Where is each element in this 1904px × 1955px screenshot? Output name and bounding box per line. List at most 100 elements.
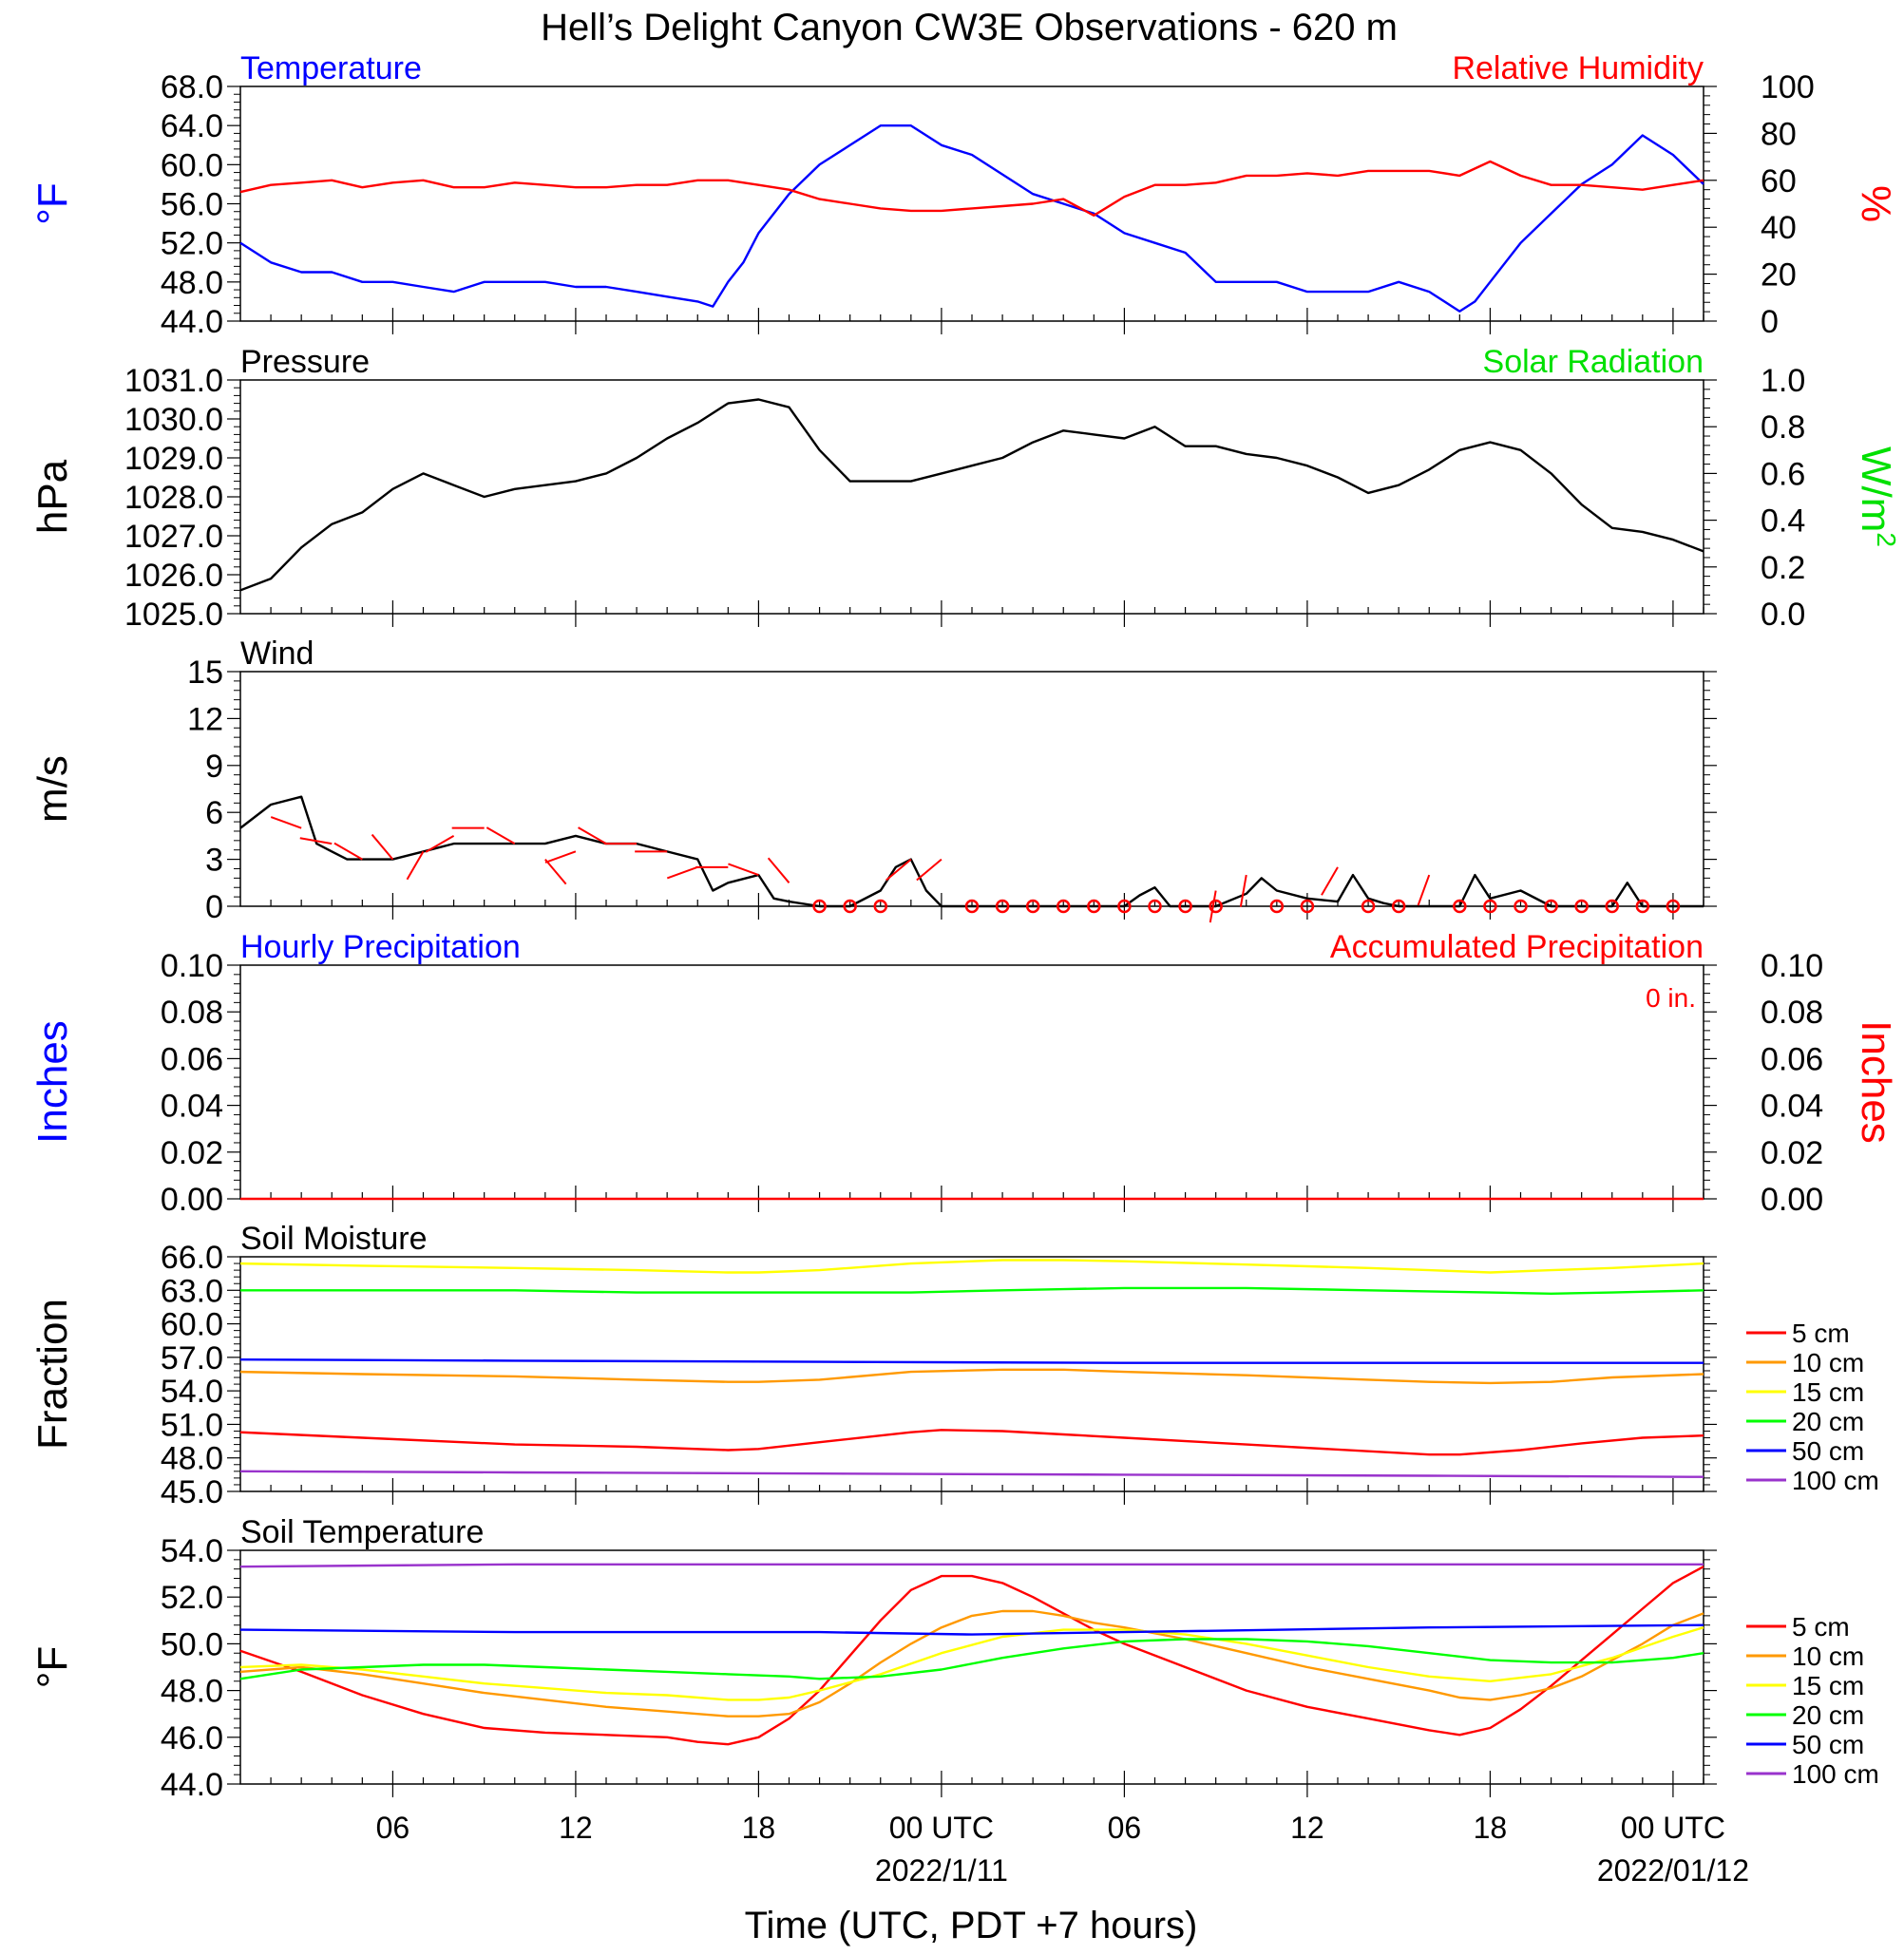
series-line-relative-humidity (239, 160, 1704, 218)
series-line-100-cm (239, 1470, 1704, 1478)
series-line-20-cm (239, 1638, 1704, 1680)
y-tick-label-left: 52.0 (161, 226, 223, 262)
legend-label: 5 cm (1792, 1612, 1850, 1642)
series-line-5-cm (239, 1429, 1704, 1456)
calm-wind-marker (1057, 899, 1071, 914)
panel-pressure_solar: 1025.01026.01027.01028.01029.01030.01031… (29, 344, 1901, 633)
y-tick-label-right: 0.0 (1761, 597, 1805, 633)
y-tick-label-right: 0.8 (1761, 409, 1805, 446)
y-tick-label-left: 46.0 (161, 1720, 223, 1756)
panel-soil_temperature: 44.0 46.0 48.0 50.0 52.0 54.0 Soil Temperature… (29, 1514, 1879, 1803)
panel-title-left: Soil Moisture (240, 1221, 428, 1257)
y-tick-label-left: 45.0 (161, 1474, 223, 1510)
y-axis-label-right: Inches (1853, 1020, 1899, 1144)
panel-title-right: Relative Humidity (1452, 50, 1704, 86)
series-line-15-cm (239, 1626, 1704, 1701)
x-tick-label: 18 (1474, 1811, 1508, 1845)
calm-wind-marker (1178, 899, 1192, 914)
y-tick-label-left: 64.0 (161, 108, 223, 144)
wind-barb (578, 826, 607, 845)
panel-title-left: Pressure (240, 344, 370, 380)
wind-barb (299, 837, 333, 845)
calm-wind-marker (1209, 899, 1223, 914)
y-tick-label-right: 60 (1761, 163, 1797, 199)
y-tick-label-right: 0.08 (1761, 995, 1823, 1031)
y-tick-label-left: 15 (187, 655, 223, 691)
series-line-10-cm (239, 1609, 1704, 1718)
y-tick-label-left: 1031.0 (124, 363, 223, 399)
y-tick-label-right: 0.6 (1761, 456, 1805, 492)
calm-wind-marker (843, 899, 857, 914)
series-line-10-cm (239, 1368, 1704, 1385)
wind-barb (1417, 874, 1431, 906)
calm-wind-marker (1666, 899, 1681, 914)
legend-label: 10 cm (1792, 1348, 1864, 1377)
y-tick-label-left: 57.0 (161, 1340, 223, 1376)
calm-wind-marker (873, 899, 887, 914)
wind-barb (371, 833, 394, 861)
y-tick-label-right: 0.00 (1761, 1182, 1823, 1218)
legend-label: 15 cm (1792, 1671, 1864, 1700)
calm-wind-marker (1574, 899, 1589, 914)
wind-barb (916, 858, 942, 882)
y-tick-label-left: 56.0 (161, 187, 223, 223)
series-line-wind (239, 795, 1704, 908)
y-tick-label-left: 0.08 (161, 995, 223, 1031)
y-tick-label-left: 66.0 (161, 1240, 223, 1276)
chart-title: Hell’s Delight Canyon CW3E Observations … (541, 7, 1398, 48)
series-line-pressure (239, 398, 1704, 592)
legend-label: 20 cm (1792, 1700, 1864, 1730)
y-tick-label-right: 20 (1761, 257, 1797, 294)
y-axis-label-right: % (1853, 185, 1899, 222)
y-tick-label-left: 1028.0 (124, 480, 223, 516)
y-tick-label-right: 0.06 (1761, 1041, 1823, 1077)
panel-title-left: Temperature (240, 50, 422, 86)
y-tick-label-left: 1027.0 (124, 519, 223, 555)
calm-wind-marker (1605, 899, 1619, 914)
y-tick-label-left: 12 (187, 701, 223, 737)
y-axis-label-right: W/m2 (1853, 446, 1901, 547)
y-tick-label-left: 50.0 (161, 1626, 223, 1662)
wind-barb (544, 858, 567, 885)
y-tick-label-right: 0.02 (1761, 1135, 1823, 1171)
y-tick-label-left: 60.0 (161, 147, 223, 183)
calm-wind-marker (1635, 899, 1650, 914)
y-axis-label-left: m/s (29, 755, 76, 823)
y-tick-label-left: 0.02 (161, 1135, 223, 1171)
precip-total-annotation: 0 in. (1646, 983, 1696, 1013)
y-tick-label-left: 48.0 (161, 1674, 223, 1710)
y-axis-label-left: °F (29, 182, 76, 224)
panel-precip: 0.00 0.02 0.04 0.06 0.08 0.10 0.00 0.02 0.04 0.06… (29, 929, 1899, 1218)
y-tick-label-left: 0.10 (161, 948, 223, 984)
y-tick-label-left: 44.0 (161, 1767, 223, 1803)
y-tick-label-left: 0 (205, 889, 223, 925)
wind-barb (425, 835, 455, 853)
y-tick-label-left: 6 (205, 795, 223, 831)
y-tick-label-left: 0.00 (161, 1182, 223, 1218)
wind-barb (270, 816, 302, 829)
wind-barb (767, 857, 790, 883)
y-tick-label-left: 54.0 (161, 1374, 223, 1410)
x-date-label: 2022/1/11 (875, 1853, 1008, 1888)
legend-label: 5 cm (1792, 1319, 1850, 1348)
series-line-50-cm (239, 1623, 1704, 1636)
y-tick-label-left: 68.0 (161, 69, 223, 105)
y-tick-label-left: 52.0 (161, 1580, 223, 1616)
y-tick-label-left: 48.0 (161, 265, 223, 301)
panel-title-right: Solar Radiation (1483, 344, 1704, 380)
y-tick-label-left: 54.0 (161, 1533, 223, 1569)
y-tick-label-left: 63.0 (161, 1273, 223, 1309)
panel-soil_moisture: 45.048.051.054.057.060.063.066.0 Soil Moi… (29, 1221, 1879, 1510)
wind-barb (885, 858, 912, 882)
calm-wind-marker (1025, 899, 1040, 914)
panel-title-left: Wind (240, 636, 314, 672)
series-line-temperature (239, 123, 1704, 313)
y-tick-label-left: 9 (205, 749, 223, 785)
panel-wind: 0 3 6 9 12 15 Wind m/s (29, 636, 1717, 925)
wind-barb (544, 850, 577, 864)
y-tick-label-left: 48.0 (161, 1441, 223, 1477)
y-tick-label-right: 0.10 (1761, 948, 1823, 984)
wind-barb (486, 826, 516, 845)
calm-wind-marker (1300, 899, 1315, 914)
